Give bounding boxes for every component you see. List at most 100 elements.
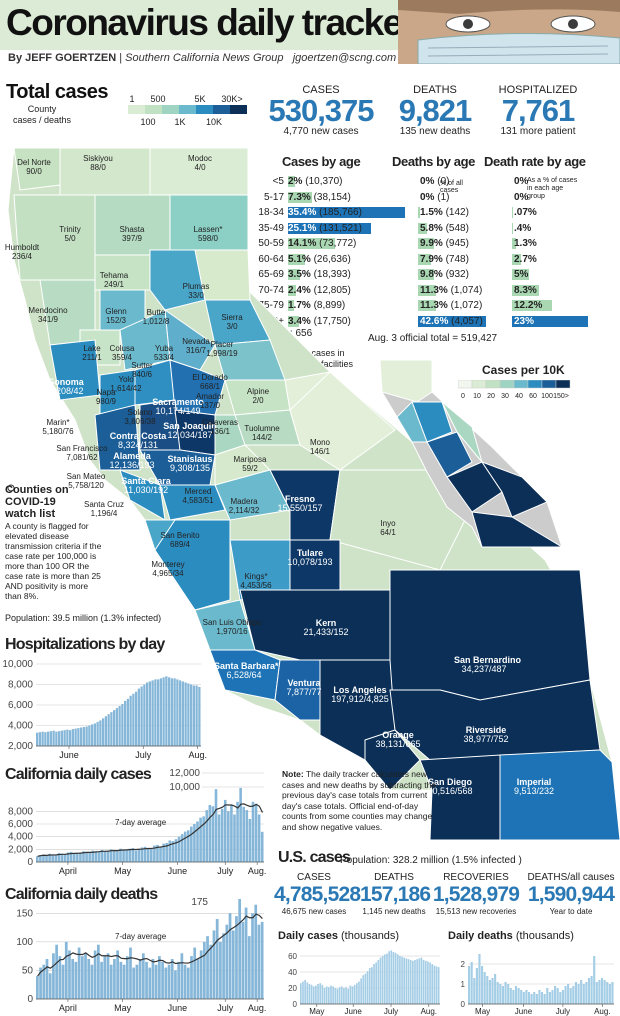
cases-bar: [288, 300, 294, 311]
per10k-swatch: [485, 379, 501, 389]
cases-pct: 25.1%: [288, 222, 317, 234]
bar: [468, 966, 471, 1004]
bar: [199, 817, 202, 862]
cases-pct: 14.1%: [288, 238, 317, 250]
rate-bar: [512, 238, 517, 249]
legend-swatch: [213, 105, 230, 114]
us-daily-deaths-title: Daily deaths (thousands): [448, 930, 574, 942]
bar: [611, 982, 614, 1004]
rate-pct: 23%: [514, 315, 535, 327]
cases-bar: [288, 253, 305, 265]
deaths-pct: 0%: [420, 176, 435, 188]
bar: [473, 978, 476, 1004]
bar: [193, 824, 196, 862]
cases-count: (131,521): [319, 222, 362, 234]
bar: [171, 841, 175, 862]
bar: [165, 843, 168, 862]
bar: [330, 985, 332, 1004]
bar: [427, 961, 429, 1004]
bar: [115, 708, 118, 746]
bar: [371, 967, 373, 1004]
age-row: 60-64 5.1% (26,636) 7.9% (748) 2.7%: [254, 252, 574, 268]
us-daily-cases-title: Daily cases (thousands): [278, 930, 400, 942]
bar: [580, 980, 583, 1004]
cases-color-legend: 1 500 5K 30K> 100 1K 10K: [128, 93, 250, 138]
bar: [230, 805, 233, 862]
cases-bar: [288, 191, 313, 203]
bar: [407, 959, 410, 1004]
bar: [336, 988, 339, 1004]
deaths-count: (1): [437, 191, 450, 203]
bar: [80, 956, 84, 999]
bar: [68, 950, 71, 999]
legend-tick-bottom: 10K: [206, 117, 222, 127]
deaths-cell: 0% (0): [398, 174, 494, 190]
bar: [140, 847, 144, 862]
cases-count: (26,636): [313, 253, 351, 265]
bar: [141, 953, 145, 999]
x-tick: July: [384, 1007, 398, 1016]
per10k-tick: 60: [529, 393, 537, 400]
deaths-cell: 5.8% (548): [398, 221, 494, 237]
bar: [177, 961, 181, 999]
age-label: 18-34: [258, 207, 284, 219]
us-daily-deaths-chart: 2 1 0 May June July Aug.: [461, 954, 614, 1016]
bar: [251, 913, 254, 999]
bar: [145, 961, 148, 999]
bar: [481, 966, 484, 1004]
bar: [131, 848, 135, 862]
bar: [58, 731, 61, 746]
bar: [304, 980, 306, 1004]
cases-bar: [288, 269, 300, 280]
bar: [41, 731, 44, 746]
bar: [36, 856, 39, 862]
bar: [338, 987, 341, 1004]
bar: [525, 990, 528, 1004]
ca-deaths-stat: DEATHS 9,821 135 new deaths: [398, 84, 473, 137]
bar: [559, 992, 562, 1004]
bar: [401, 956, 403, 1004]
bar: [107, 714, 110, 746]
deaths-cell: 9.9% (945): [398, 236, 494, 252]
rate-pct: .4%: [514, 222, 532, 234]
rate-cell: 0%: [494, 174, 574, 190]
y-tick: 10,000: [2, 659, 33, 670]
x-tick: May: [114, 866, 132, 876]
rate-bar: [512, 284, 540, 296]
age-table-grid: <5 2% (10,370) 0% (0) 0% 5-17 7.3% (38,154) 0%…: [254, 174, 588, 329]
deaths-cell: 11.3% (1,072): [398, 298, 494, 314]
us-cases-stat: CASES 4,785,528 46,675 new cases: [274, 872, 361, 916]
cases-cell: 35.4% (185,766): [286, 205, 405, 221]
cases-count: (73,772): [319, 238, 357, 250]
bar: [80, 727, 83, 746]
bar: [373, 964, 375, 1004]
bar: [36, 976, 39, 999]
bar: [173, 678, 176, 746]
bar: [60, 853, 64, 862]
bar: [564, 986, 567, 1004]
daily-deaths-title: California daily deaths: [5, 886, 158, 903]
bar: [104, 716, 107, 746]
deaths-pct: 0%: [420, 191, 435, 203]
bar: [332, 986, 334, 1004]
y-tick: 50: [22, 965, 34, 976]
age-row: 75-79 1.7% (8,899) 11.3% (1,072) 12.2%: [254, 298, 574, 314]
bar: [414, 960, 416, 1004]
bar: [517, 988, 520, 1004]
us-title: U.S. cases: [278, 849, 351, 866]
bar: [44, 732, 47, 746]
bar: [55, 944, 58, 999]
bar: [399, 956, 401, 1004]
age-row: 70-74 2.4% (12,805) 11.3% (1,074) 8.3%: [254, 283, 574, 299]
us-allcauses-stat: DEATHS/all causes 1,590,944 Year to date: [527, 872, 615, 916]
bar: [231, 930, 235, 999]
per10k-tick: 20: [487, 393, 495, 400]
bar: [97, 944, 100, 999]
bar: [36, 732, 39, 746]
deaths-count: (748): [445, 253, 469, 265]
bar: [58, 956, 62, 999]
bar: [551, 990, 554, 1004]
deaths-count: (4,057): [451, 315, 483, 327]
bar: [590, 976, 593, 1004]
